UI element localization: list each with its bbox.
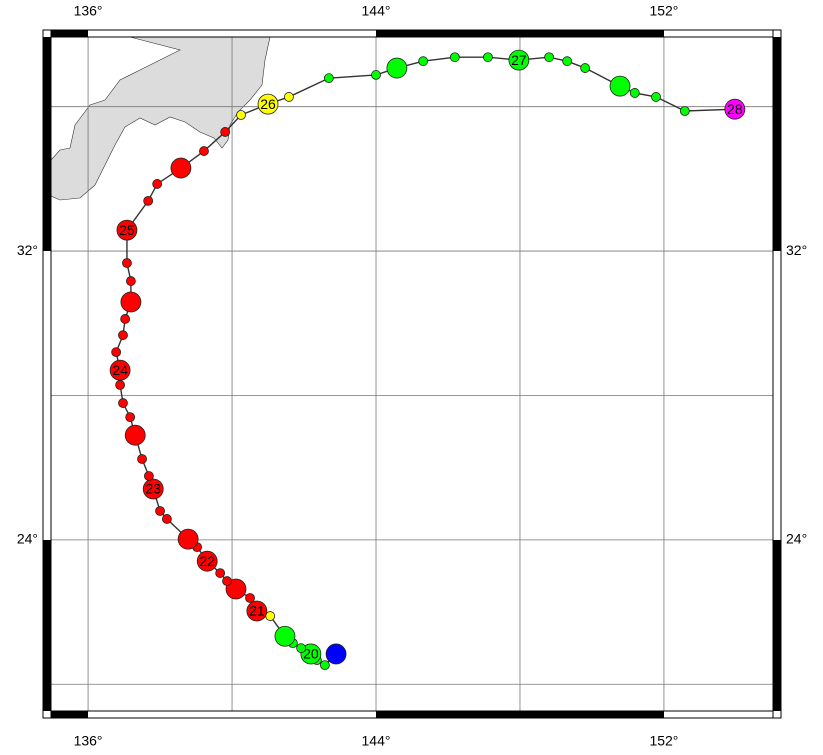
x-tick-label: 152° <box>649 3 678 19</box>
track-point <box>115 380 126 390</box>
track-point-major <box>177 528 199 550</box>
track-point-major <box>196 550 218 572</box>
track-point <box>118 398 128 408</box>
y-tick-label: 24° <box>786 531 807 547</box>
coastline <box>50 36 271 201</box>
x-tick-label: 136° <box>74 733 103 749</box>
track-point-major <box>170 157 192 179</box>
day-label: 25 <box>119 222 135 238</box>
x-tick-label: 152° <box>649 733 678 749</box>
track-point <box>284 92 294 102</box>
track-point <box>483 52 493 63</box>
track-point-major <box>508 49 530 71</box>
track-point-major <box>246 600 268 622</box>
track-point-major <box>325 643 347 665</box>
day-label: 22 <box>199 553 215 569</box>
track-point <box>152 179 163 189</box>
day-label: 26 <box>260 96 276 112</box>
track-point <box>118 330 128 341</box>
x-tick-label: 144° <box>362 3 391 19</box>
track-point <box>580 63 591 73</box>
track-point-major <box>609 75 631 97</box>
track-point <box>111 347 122 358</box>
track-point <box>199 146 209 156</box>
track-point <box>215 568 226 578</box>
track-point <box>629 88 640 98</box>
track-point-major <box>116 219 138 241</box>
track-point <box>143 471 154 481</box>
track-line <box>115 56 735 667</box>
track-point <box>449 52 460 63</box>
track-point-major <box>257 93 279 115</box>
day-label: 28 <box>727 101 743 117</box>
day-label: 24 <box>112 362 128 378</box>
track-point <box>651 92 661 102</box>
track-point-major <box>109 359 131 381</box>
track-point <box>319 660 330 671</box>
track-point <box>122 258 132 268</box>
track-point-major <box>724 98 746 120</box>
track-point-major <box>120 291 142 313</box>
track-point <box>296 643 307 654</box>
track-point <box>222 576 232 586</box>
track-point-major <box>386 57 408 79</box>
track-point-major <box>225 578 247 600</box>
track-point-major <box>124 424 146 446</box>
track-point <box>323 73 334 84</box>
x-tick-label: 136° <box>74 3 103 19</box>
y-tick-label: 32° <box>17 242 38 258</box>
track-point <box>679 106 690 116</box>
day-label: 21 <box>249 603 265 619</box>
track-point-major <box>142 478 164 500</box>
track-point <box>544 52 555 63</box>
x-tick-label: 144° <box>362 733 391 749</box>
day-label: 20 <box>303 646 319 662</box>
y-tick-label: 24° <box>17 531 38 547</box>
day-label: 23 <box>145 481 161 497</box>
track-point <box>418 56 429 67</box>
track-point-major <box>274 625 296 647</box>
day-label: 27 <box>511 52 527 68</box>
track-point <box>562 56 573 67</box>
track-point <box>371 70 381 80</box>
frame <box>42 29 782 719</box>
track-point <box>161 514 172 524</box>
track-point <box>143 195 154 206</box>
track-point <box>236 110 246 120</box>
y-tick-label: 32° <box>786 242 807 258</box>
track-point <box>137 454 147 464</box>
track-point <box>220 127 231 137</box>
track-point <box>125 412 136 423</box>
track-point <box>155 506 165 516</box>
track-point <box>245 593 255 603</box>
track-point <box>120 314 131 324</box>
land <box>50 36 271 201</box>
track-point <box>126 276 136 286</box>
